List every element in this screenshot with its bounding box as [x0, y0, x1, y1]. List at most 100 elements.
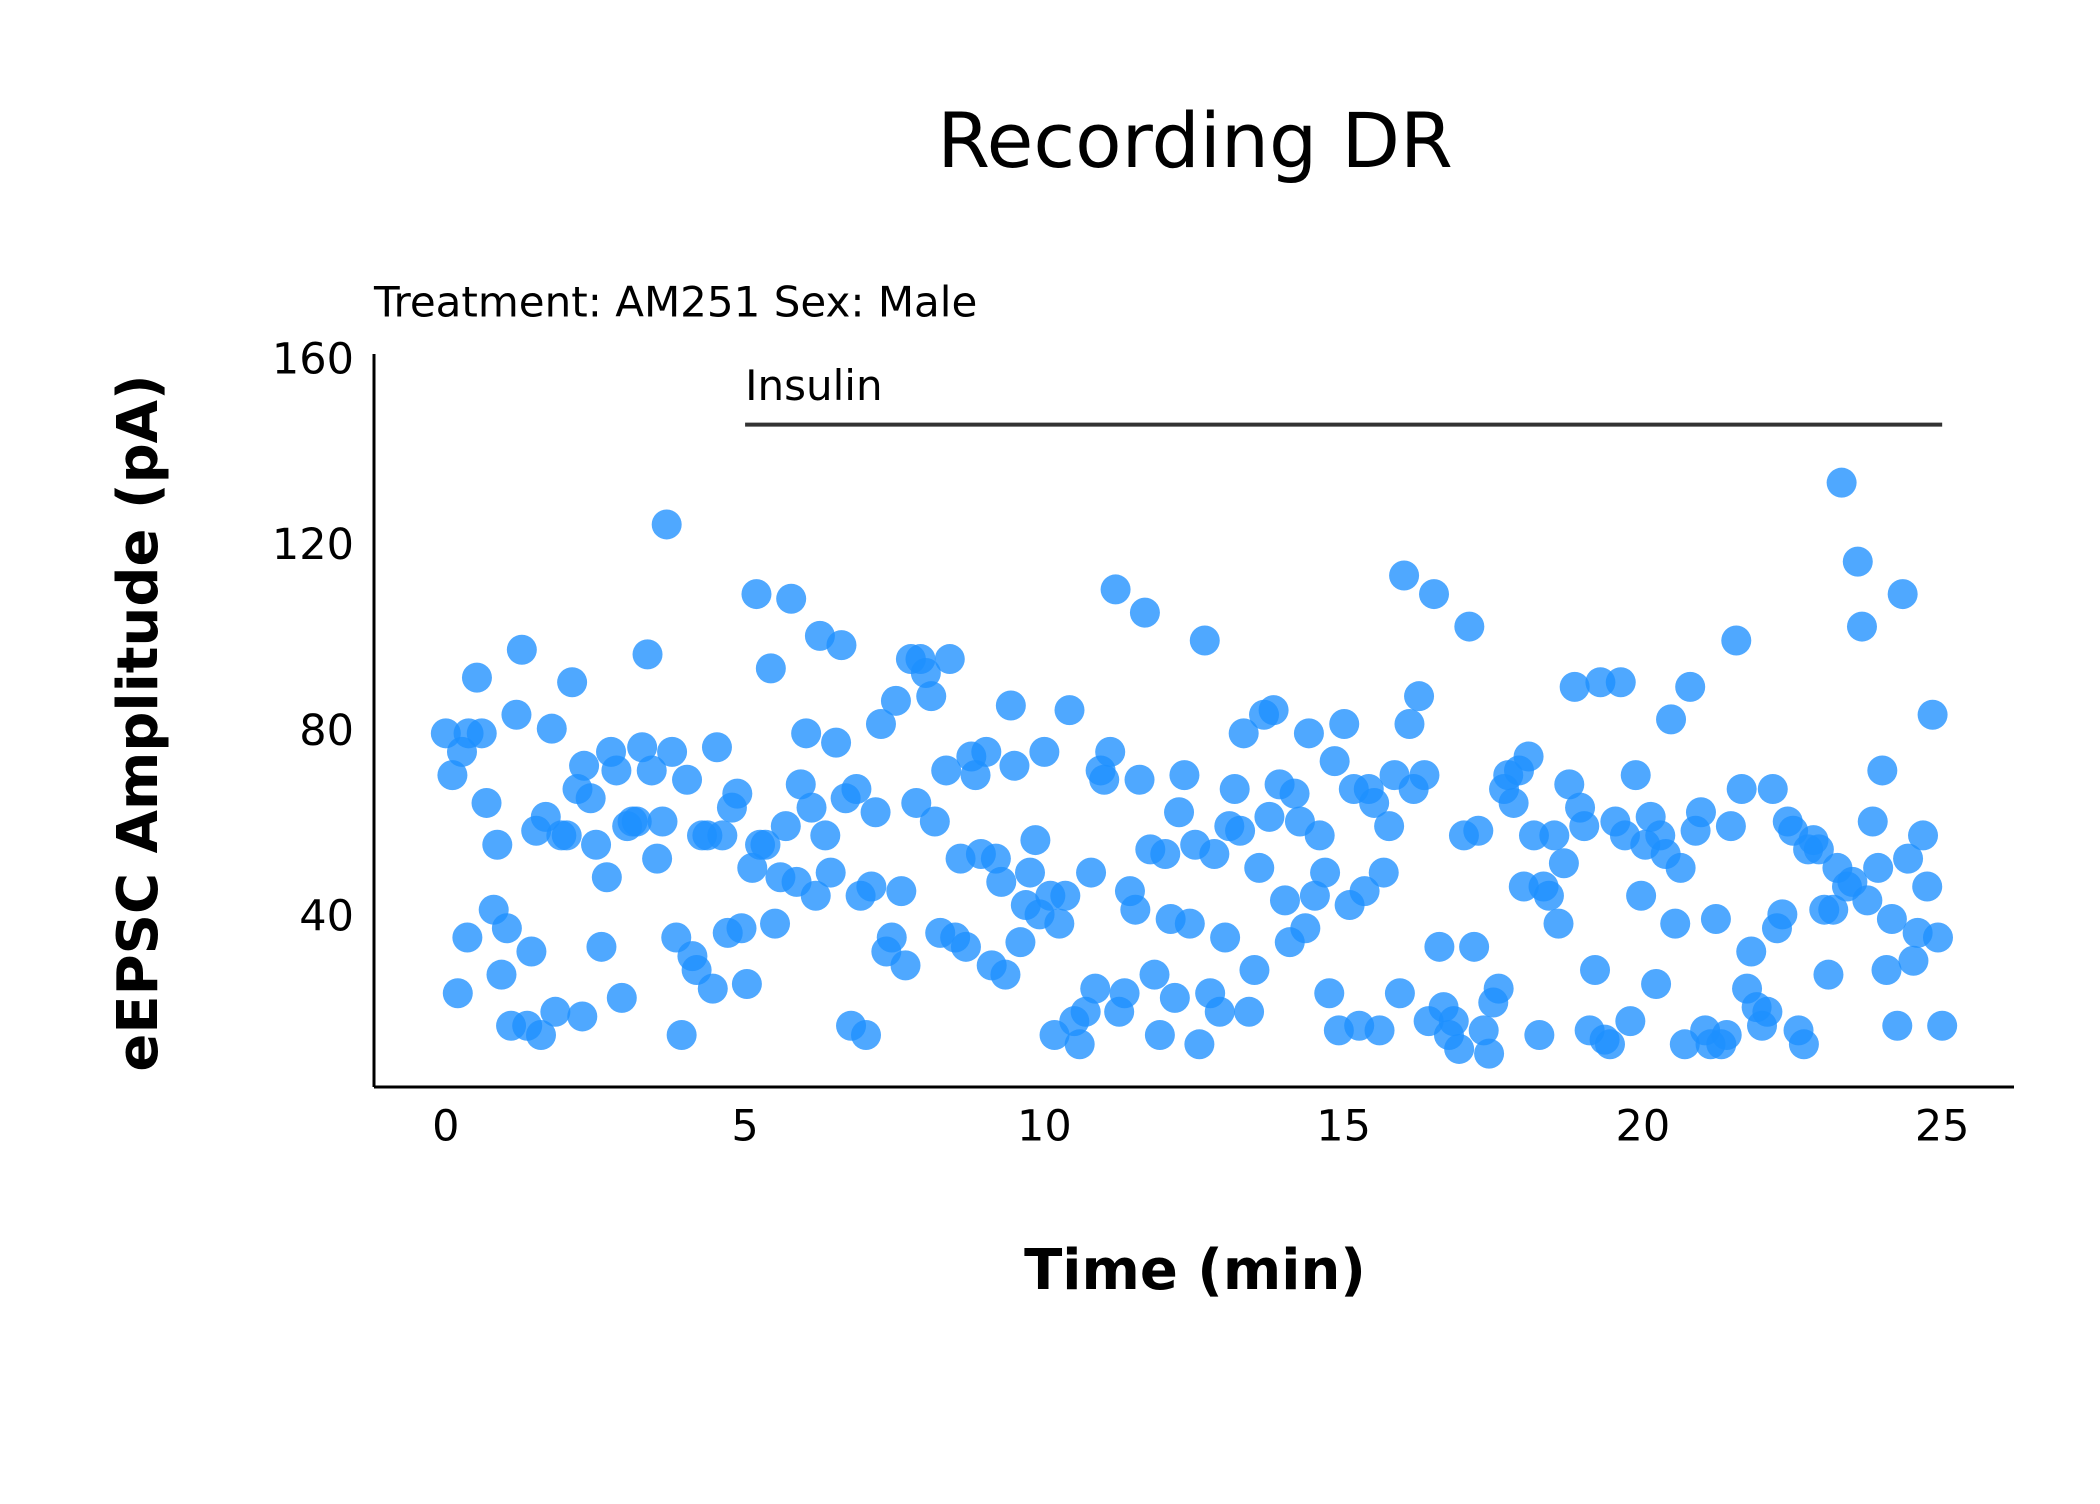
scatter-point: [760, 908, 791, 939]
scatter-point: [1752, 996, 1783, 1027]
scatter-point: [934, 644, 965, 675]
scatter-point: [1384, 978, 1415, 1009]
scatter-point: [1064, 1029, 1095, 1060]
scatter-point: [1483, 973, 1514, 1004]
scatter-point: [1080, 973, 1111, 1004]
scatter-point: [826, 630, 857, 661]
scatter-point: [1109, 978, 1140, 1009]
scatter-point: [1803, 834, 1834, 865]
scatter-point: [1685, 797, 1716, 828]
scatter-point: [701, 732, 732, 763]
scatter-point: [1846, 611, 1877, 642]
scatter-point: [1620, 760, 1651, 791]
scatter-point: [851, 1020, 881, 1051]
scatter-point: [1594, 1029, 1625, 1060]
scatter-point: [1394, 709, 1425, 740]
scatter-point: [1419, 579, 1450, 610]
scatter-point: [980, 843, 1011, 874]
scatter-point: [452, 922, 483, 953]
scatter-point: [919, 806, 950, 837]
scatter-point: [737, 852, 768, 883]
scatter-point: [1139, 959, 1170, 990]
y-tick-label: 80: [299, 706, 354, 756]
scatter-point: [1927, 1010, 1958, 1041]
scatter-point: [1867, 755, 1898, 786]
scatter-point: [491, 913, 522, 944]
scatter-point: [931, 755, 962, 786]
scatter-point: [1641, 968, 1672, 999]
scatter-point: [581, 829, 612, 860]
scatter-point: [1225, 815, 1256, 846]
scatter-point: [1150, 838, 1181, 869]
scatter-point: [1871, 955, 1902, 986]
scatter-point: [1234, 996, 1265, 1027]
x-tick-label: 20: [1616, 1102, 1671, 1152]
scatter-point: [1374, 811, 1405, 842]
scatter-point: [1089, 764, 1120, 795]
scatter-point: [1715, 811, 1746, 842]
scatter-point: [1852, 885, 1883, 916]
x-tick-label: 10: [1017, 1102, 1072, 1152]
scatter-point: [1144, 1020, 1175, 1051]
scatter-point: [1898, 945, 1929, 976]
scatter-point: [1174, 908, 1205, 939]
scatter-point: [986, 866, 1017, 897]
scatter-point: [1129, 597, 1160, 628]
annotation-label: Insulin: [745, 361, 882, 410]
scatter-point: [1293, 718, 1324, 749]
scatter-point: [516, 936, 547, 967]
chart-subtitle: Treatment: AM251 Sex: Male: [373, 278, 977, 327]
scatter-point: [1310, 857, 1341, 888]
scatter-point: [1736, 936, 1767, 967]
scatter-point: [971, 736, 1002, 767]
scatter-point: [591, 862, 622, 893]
scatter-point: [1015, 857, 1045, 888]
scatter-point: [901, 787, 932, 818]
scatter-point: [1359, 787, 1390, 818]
scatter-point: [860, 797, 891, 828]
scatter-point: [482, 829, 513, 860]
scatter-point: [1100, 574, 1131, 605]
scatter-point: [1767, 899, 1798, 930]
scatter-point: [1404, 681, 1435, 712]
scatter-point: [1349, 876, 1380, 907]
scatter-point: [1239, 955, 1270, 986]
scatter-point: [647, 806, 678, 837]
scatter-point: [1569, 811, 1600, 842]
scatter-point: [999, 750, 1030, 781]
scatter-point: [606, 982, 637, 1013]
scatter-point: [697, 973, 728, 1004]
scatter-point: [1857, 806, 1888, 837]
scatter-point: [1438, 1006, 1469, 1037]
scatter-point: [886, 876, 917, 907]
scatter-point: [1721, 625, 1752, 656]
scatter-point: [1726, 774, 1757, 805]
scatter-point: [1548, 848, 1579, 879]
scatter-point: [506, 634, 537, 665]
scatter-point: [755, 653, 786, 684]
scatter-point: [471, 787, 502, 818]
x-tick-label: 15: [1316, 1102, 1371, 1152]
scatter-point: [1818, 894, 1849, 925]
scatter-point: [841, 774, 872, 805]
scatter-point: [1184, 1029, 1215, 1060]
scatter-point: [525, 1020, 556, 1051]
scatter-point: [1863, 852, 1894, 883]
scatter-point: [1813, 959, 1844, 990]
scatter-point: [1164, 797, 1195, 828]
scatter-point: [1044, 908, 1075, 939]
scatter-point: [1887, 579, 1918, 610]
scatter-point: [442, 978, 473, 1009]
x-tick-label: 0: [432, 1102, 459, 1152]
scatter-point: [1269, 885, 1300, 916]
scatter-point: [880, 685, 911, 716]
scatter-point: [1070, 996, 1101, 1027]
scatter-point: [601, 755, 632, 786]
scatter-point: [910, 657, 941, 688]
scatter-point: [1908, 820, 1939, 851]
scatter-point: [1474, 1038, 1505, 1069]
scatter-point: [1463, 815, 1494, 846]
scatter-point: [1124, 764, 1155, 795]
scatter-point: [557, 667, 588, 698]
